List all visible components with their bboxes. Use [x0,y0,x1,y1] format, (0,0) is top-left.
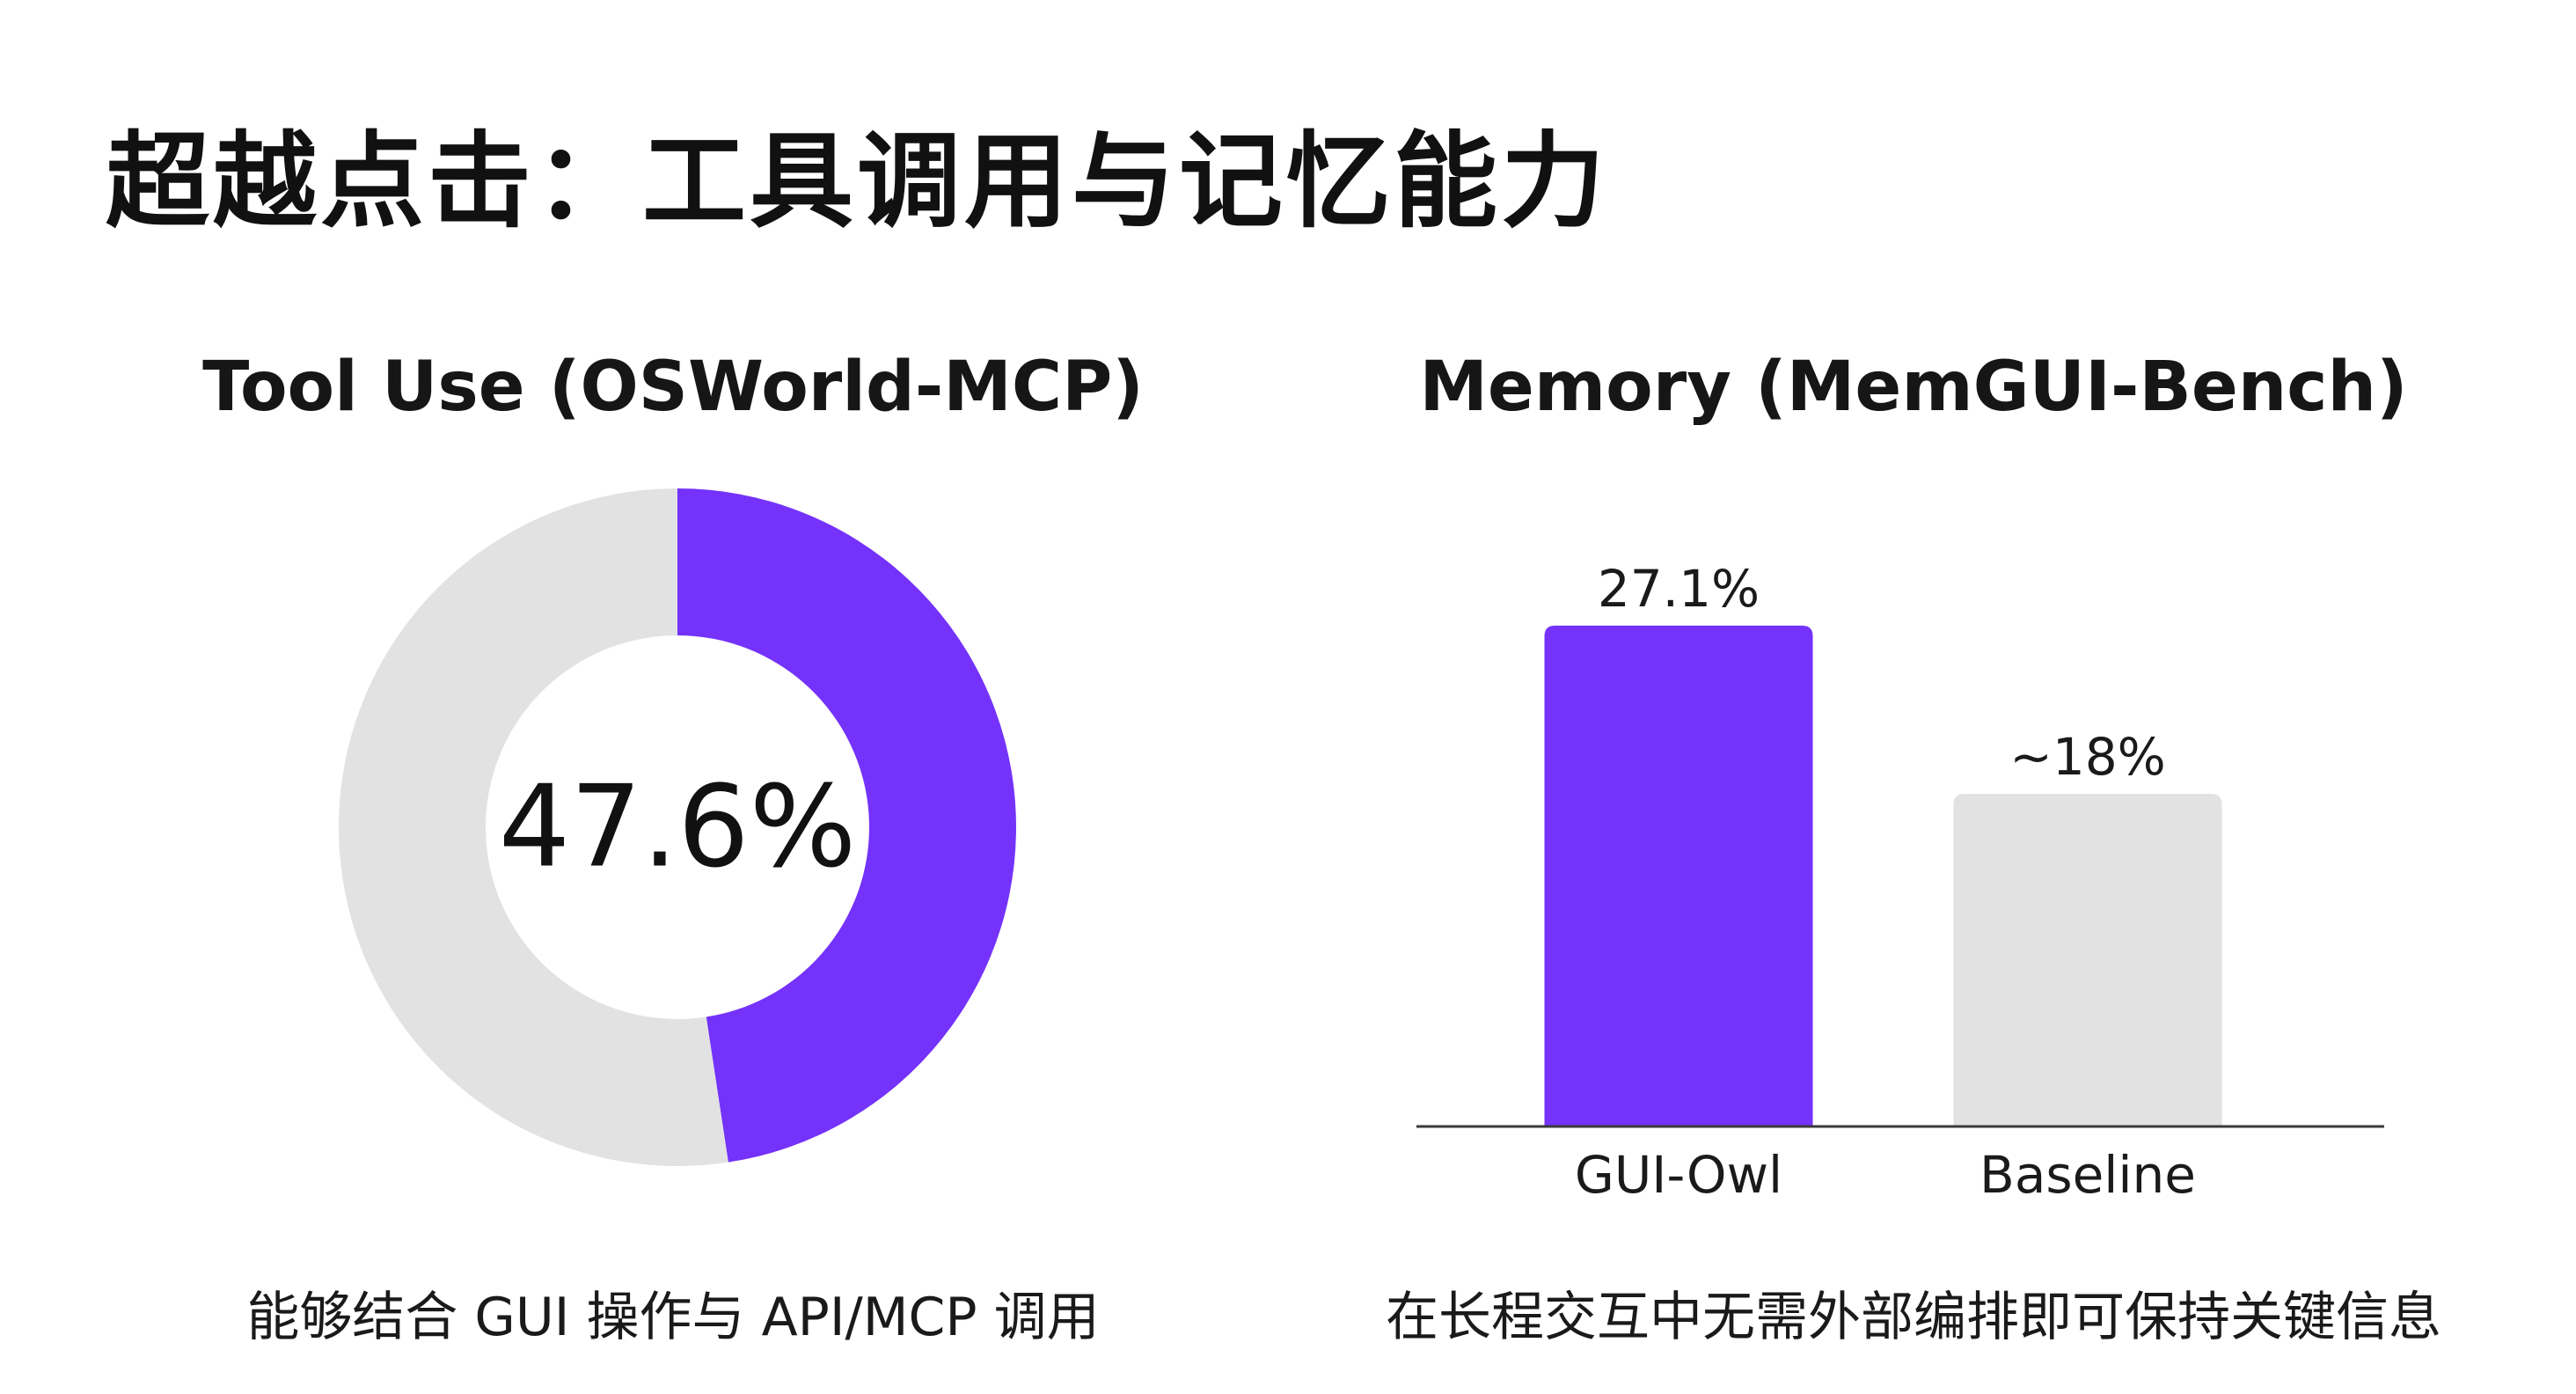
tool-use-chart-title: Tool Use (OSWorld-MCP) [202,348,1144,427]
bar-gui-owl [1544,625,1813,1126]
x-tick-label: Baseline [1980,1145,2196,1205]
bar-value-label: 27.1% [1598,559,1760,619]
tool-use-donut-chart: 47.6% [338,488,1016,1166]
x-tick-label: GUI-Owl [1575,1145,1782,1205]
bar-baseline [1953,794,2222,1126]
donut-slice-value [677,488,1016,1163]
memory-bar-chart: 27.1% GUI-Owl ~18% Baseline [1416,559,2384,1205]
memory-caption: 在长程交互中无需外部编排即可保持关键信息 [1386,1287,2441,1348]
donut-center-label: 47.6% [499,762,857,893]
bar-value-label: ~18% [2009,727,2166,787]
tool-use-caption: 能够结合 GUI 操作与 API/MCP 调用 [246,1287,1100,1348]
donut-slice-remainder [338,488,728,1166]
memory-chart-title: Memory (MemGUI-Bench) [1419,348,2408,427]
page-title: 超越点击：工具调用与记忆能力 [106,121,1609,242]
